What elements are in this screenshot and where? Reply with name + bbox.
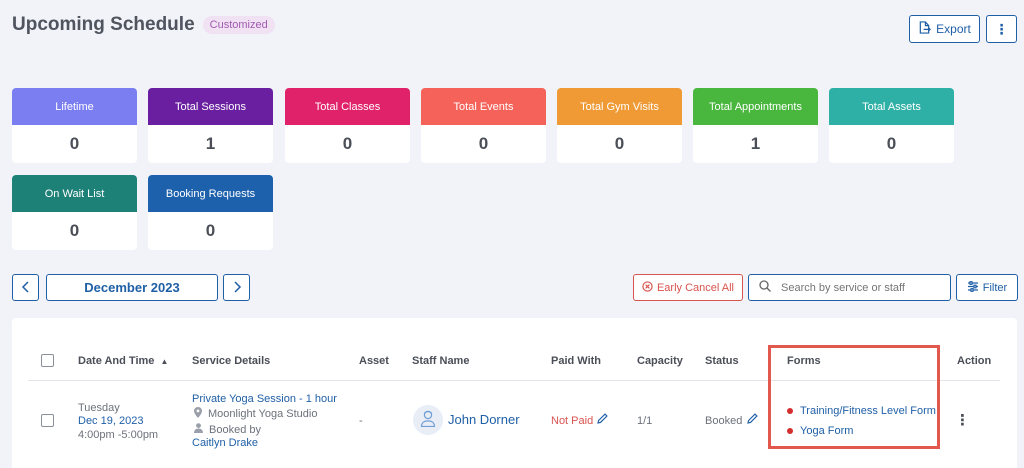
stat-value: 0 — [205, 221, 216, 240]
row-action-menu-button[interactable]: ⋮ — [955, 411, 970, 429]
booked-by-link[interactable]: Caitlyn Drake — [192, 437, 259, 449]
next-month-button[interactable] — [223, 274, 250, 301]
export-icon — [918, 21, 932, 37]
staff-avatar — [413, 405, 443, 435]
customized-badge: Customized — [202, 16, 275, 34]
user-avatar-icon — [420, 409, 436, 432]
stat-card-total-appointments[interactable]: Total Appointments 1 — [693, 88, 818, 163]
pencil-icon — [597, 413, 608, 427]
cancel-circle-icon — [642, 280, 653, 295]
stat-value: 0 — [614, 134, 625, 153]
service-name-link[interactable]: Private Yoga Session - 1 hour — [192, 393, 337, 405]
stat-value: 0 — [69, 221, 80, 240]
kebab-icon: ⋮ — [994, 20, 1009, 37]
required-dot-icon — [787, 408, 793, 415]
stat-card-lifetime[interactable]: Lifetime 0 — [12, 88, 137, 163]
stat-value: 1 — [750, 134, 761, 153]
stat-card-total-gym-visits[interactable]: Total Gym Visits 0 — [557, 88, 682, 163]
row-asset: - — [359, 415, 363, 427]
column-header-paid-with: Paid With — [551, 355, 602, 367]
location-pin-icon — [194, 407, 202, 421]
stat-card-total-assets[interactable]: Total Assets 0 — [829, 88, 954, 163]
filter-label: Filter — [982, 281, 1008, 294]
row-capacity: 1/1 — [637, 415, 653, 427]
kebab-icon: ⋮ — [955, 412, 970, 429]
paid-status: Not Paid — [551, 415, 594, 427]
row-checkbox[interactable] — [41, 414, 54, 427]
header-divider — [28, 380, 1000, 381]
column-header-staff-name: Staff Name — [412, 355, 470, 367]
column-header-service-details: Service Details — [192, 355, 271, 367]
column-header-date-and-time[interactable]: Date And Time ▲ — [78, 355, 169, 367]
required-dot-icon — [787, 428, 793, 435]
column-header-capacity: Capacity — [637, 355, 683, 367]
select-all-checkbox[interactable] — [41, 354, 54, 367]
column-header-action: Action — [957, 355, 992, 367]
early-cancel-label: Early Cancel All — [656, 281, 735, 294]
row-time: 4:00pm -5:00pm — [78, 429, 159, 441]
pencil-icon — [747, 413, 758, 427]
stat-label: Total Appointments — [693, 88, 818, 125]
forms-highlight-box — [768, 345, 940, 449]
row-day: Tuesday — [78, 402, 120, 414]
stat-card-total-events[interactable]: Total Events 0 — [421, 88, 546, 163]
stat-label: Booking Requests — [148, 175, 273, 212]
stat-value: 0 — [342, 134, 353, 153]
stat-label: Total Sessions — [148, 88, 273, 125]
stat-label: Total Gym Visits — [557, 88, 682, 125]
staff-name-link[interactable]: John Dorner — [448, 412, 520, 427]
stat-card-booking-requests[interactable]: Booking Requests 0 — [148, 175, 273, 250]
row-date[interactable]: Dec 19, 2023 — [78, 415, 144, 427]
stat-card-total-sessions[interactable]: Total Sessions 1 — [148, 88, 273, 163]
chevron-left-icon — [21, 280, 31, 296]
sort-ascending-icon: ▲ — [160, 357, 169, 366]
form-link-training-fitness[interactable]: Training/Fitness Level Form — [787, 405, 936, 417]
sliders-icon — [967, 280, 979, 295]
export-label: Export — [936, 22, 971, 36]
page-title: Upcoming Schedule — [12, 14, 195, 35]
early-cancel-all-button[interactable]: Early Cancel All — [633, 274, 743, 301]
stat-card-total-classes[interactable]: Total Classes 0 — [285, 88, 410, 163]
stat-value: 0 — [478, 134, 489, 153]
schedule-table — [12, 318, 1017, 468]
chevron-right-icon — [232, 280, 242, 296]
month-selector[interactable]: December 2023 — [46, 274, 218, 301]
filter-button[interactable]: Filter — [956, 274, 1018, 301]
search-box[interactable] — [748, 274, 951, 301]
edit-status-button[interactable] — [747, 413, 758, 427]
page-header: Upcoming Schedule Customized — [12, 14, 275, 36]
stat-label: Total Assets — [829, 88, 954, 125]
column-header-forms: Forms — [787, 355, 821, 367]
form-link-yoga[interactable]: Yoga Form — [787, 425, 853, 437]
stat-label: Lifetime — [12, 88, 137, 125]
column-header-asset: Asset — [359, 355, 389, 367]
stat-value: 1 — [205, 134, 216, 153]
previous-month-button[interactable] — [12, 274, 39, 301]
stat-card-on-wait-list[interactable]: On Wait List 0 — [12, 175, 137, 250]
stat-label: Total Events — [421, 88, 546, 125]
export-button[interactable]: Export — [909, 15, 980, 43]
search-input[interactable] — [781, 281, 950, 294]
stat-label: On Wait List — [12, 175, 137, 212]
search-icon — [759, 279, 771, 297]
stat-label: Total Classes — [285, 88, 410, 125]
stat-value: 0 — [886, 134, 897, 153]
edit-payment-button[interactable] — [597, 413, 608, 427]
booking-status: Booked — [705, 415, 743, 427]
stat-value: 0 — [69, 134, 80, 153]
column-header-status: Status — [705, 355, 739, 367]
service-location: Moonlight Yoga Studio — [194, 407, 317, 421]
more-options-button[interactable]: ⋮ — [986, 15, 1017, 43]
person-icon — [194, 423, 203, 436]
booked-by-label: Booked by — [194, 423, 261, 436]
